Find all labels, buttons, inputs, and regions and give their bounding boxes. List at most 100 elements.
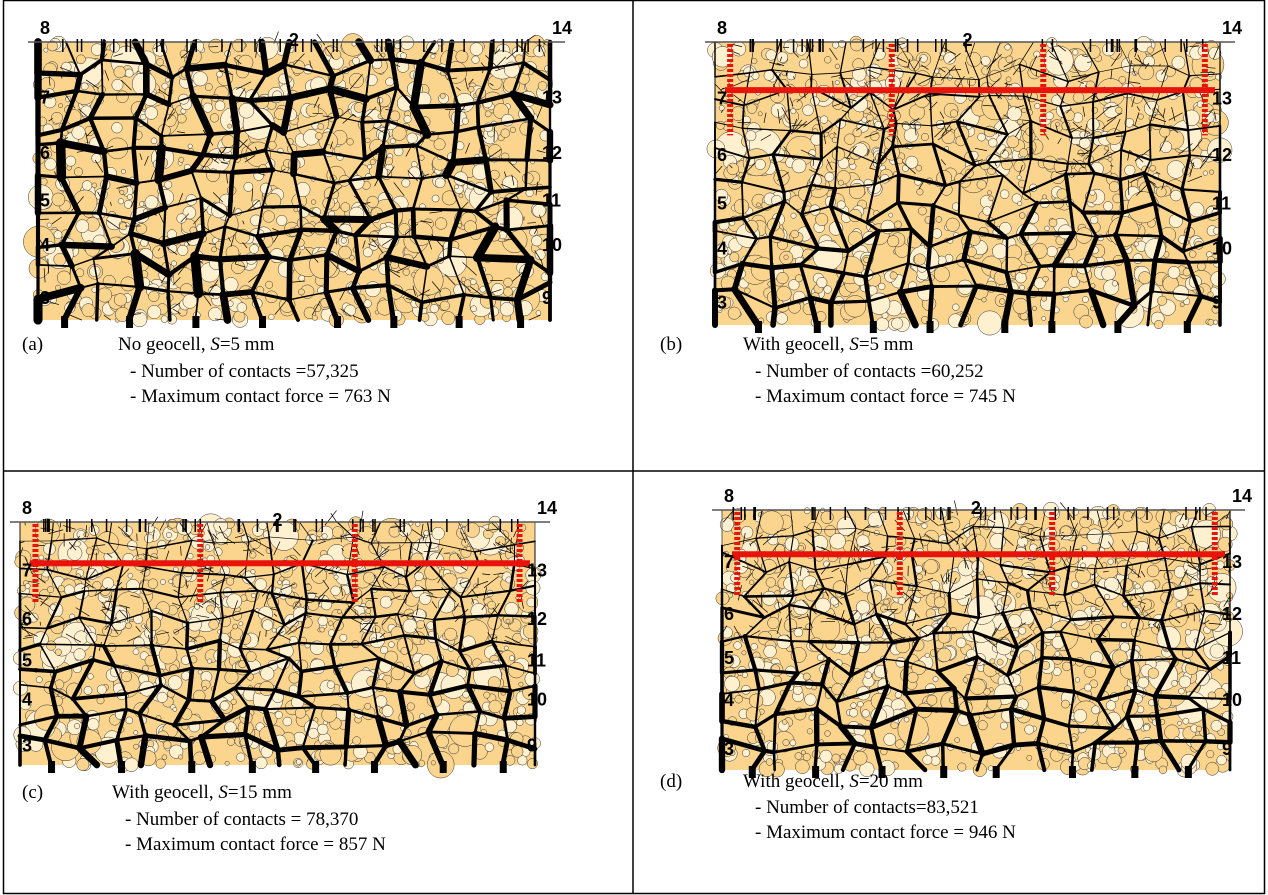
particle	[375, 696, 387, 708]
condition-text: =15 mm	[228, 782, 292, 803]
particle	[1011, 272, 1016, 277]
condition-text: With geocell,	[743, 334, 849, 355]
force-chain	[743, 105, 744, 128]
particle	[386, 78, 394, 86]
particle	[946, 218, 960, 232]
particle	[294, 208, 298, 212]
max-force: - Maximum contact force = 857 N	[125, 834, 386, 855]
particle	[1108, 157, 1112, 161]
support-block	[192, 316, 199, 328]
particle	[58, 585, 65, 592]
support-block	[312, 761, 319, 773]
particle	[283, 717, 292, 726]
caption-label: (b)	[660, 334, 682, 355]
particle	[798, 545, 803, 550]
particle	[848, 158, 854, 164]
particle	[87, 718, 99, 730]
particle	[308, 728, 318, 738]
wall-label: 14	[552, 18, 572, 38]
particle	[145, 196, 158, 209]
force-chain	[40, 644, 96, 645]
particle	[315, 132, 322, 139]
particle	[126, 717, 133, 724]
particle	[746, 707, 760, 721]
force-chain	[195, 256, 198, 293]
particle	[311, 200, 316, 205]
force-chain	[201, 198, 203, 234]
force-chain	[201, 735, 245, 737]
particle	[435, 218, 447, 230]
force-chain	[102, 60, 103, 95]
force-chain	[491, 298, 518, 300]
particle	[777, 272, 789, 284]
particle	[444, 628, 456, 640]
particle	[239, 103, 254, 118]
particle	[747, 104, 757, 114]
dem-image: 821476543131211109	[712, 486, 1252, 778]
particle	[416, 522, 420, 526]
particle	[1215, 74, 1221, 80]
contacts-count: - Number of contacts = 78,370	[125, 809, 358, 830]
particle	[404, 115, 411, 122]
particle	[367, 164, 372, 169]
force-chain	[301, 206, 302, 229]
particle	[225, 761, 229, 765]
particle	[403, 269, 410, 276]
support-block	[755, 321, 762, 333]
particle	[1102, 267, 1116, 281]
particle	[777, 286, 792, 301]
particle	[275, 711, 282, 718]
particle	[758, 112, 762, 116]
particle	[791, 230, 799, 238]
force-chain	[61, 176, 106, 177]
wall-label: 9	[542, 288, 552, 308]
particle	[1168, 266, 1180, 278]
wall-label: 7	[717, 89, 727, 109]
particle	[525, 672, 540, 687]
particle	[470, 279, 476, 285]
wall-label: 6	[40, 143, 50, 163]
force-chain	[126, 694, 127, 709]
force-chain	[262, 42, 266, 74]
particle	[168, 676, 182, 690]
particle	[1043, 276, 1049, 282]
particle	[89, 525, 99, 535]
particle	[850, 39, 862, 51]
particle	[341, 202, 350, 211]
wall-label: 10	[527, 689, 547, 709]
particle	[1042, 195, 1046, 199]
particle	[139, 202, 144, 207]
particle	[1209, 170, 1214, 175]
particle	[792, 99, 802, 109]
particle	[825, 172, 834, 181]
force-chain	[362, 121, 387, 122]
particle	[55, 649, 61, 655]
particle	[1180, 303, 1184, 307]
particle	[239, 622, 243, 626]
force-chain	[1037, 202, 1070, 203]
particle	[506, 619, 510, 623]
particle	[936, 217, 942, 223]
particle	[419, 155, 424, 160]
particle	[227, 594, 242, 609]
particle	[136, 224, 146, 234]
force-chain	[413, 209, 414, 237]
support-block	[48, 761, 55, 773]
particle	[133, 744, 138, 749]
particle	[127, 541, 137, 551]
particle	[1072, 50, 1078, 56]
particle	[407, 133, 418, 144]
particle	[1005, 44, 1011, 50]
particle	[127, 194, 132, 199]
particle	[260, 667, 274, 681]
force-chain	[742, 182, 743, 218]
particle	[246, 652, 256, 662]
particle	[876, 318, 889, 331]
particle	[1189, 251, 1196, 258]
particle	[934, 267, 949, 282]
particle	[120, 190, 124, 194]
force-chain	[396, 211, 397, 237]
particle	[889, 213, 893, 217]
force-chain	[449, 240, 450, 257]
particle	[363, 572, 374, 583]
